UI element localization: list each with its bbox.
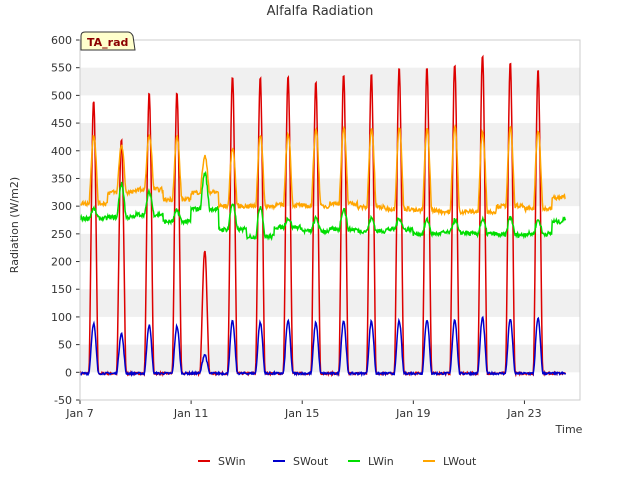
y-tick-label: 500 — [51, 89, 72, 102]
x-tick-label: Jan 7 — [65, 407, 93, 420]
x-tick-label: Jan 15 — [284, 407, 319, 420]
x-axis-label: Time — [555, 423, 583, 436]
tag-box-shape — [80, 31, 136, 51]
legend-label-swin: SWin — [218, 455, 246, 468]
y-tick-label: -50 — [54, 394, 72, 407]
grid-band — [80, 67, 580, 96]
series-lines — [79, 54, 567, 378]
y-tick-label: 350 — [51, 172, 72, 185]
chart-title: Alfalfa Radiation — [267, 4, 374, 19]
series-line-swout — [79, 315, 567, 378]
x-tick-label: Jan 19 — [395, 407, 430, 420]
y-tick-label: 600 — [51, 34, 72, 47]
y-tick-label: 200 — [51, 256, 72, 269]
legend-label-lwout: LWout — [443, 455, 477, 468]
plot-background — [80, 40, 580, 400]
plot-frame — [79, 39, 581, 401]
grid-band — [80, 123, 580, 151]
y-tick-label: 50 — [58, 339, 72, 352]
y-tick-label: 250 — [51, 228, 72, 241]
series-line-lwin — [79, 170, 567, 242]
x-axis-ticks: Jan 7 Jan 11 Jan 15 Jan 19 Jan 23 — [65, 400, 542, 420]
tag-box: TA_rad — [80, 31, 136, 51]
tag-label: TA_rad — [87, 36, 128, 49]
y-tick-label: 300 — [51, 200, 72, 213]
x-tick-label: Jan 23 — [506, 407, 541, 420]
grid-band — [80, 344, 580, 373]
series-line-lwout — [79, 124, 566, 217]
y-axis-ticks: -50 0 50 100 150 200 250 300 350 400 450 500 550 600 — [51, 34, 80, 407]
legend-label-lwin: LWin — [368, 455, 394, 468]
legend-label-swout: SWout — [293, 455, 329, 468]
x-tick-label: Jan 11 — [173, 407, 208, 420]
legend: SWin SWout LWin LWout — [198, 455, 477, 468]
y-tick-label: 400 — [51, 145, 72, 158]
y-tick-label: 550 — [51, 62, 72, 75]
grid-band — [80, 233, 580, 262]
y-tick-label: 450 — [51, 117, 72, 130]
grid-band — [80, 289, 580, 317]
y-axis-label: Radiation (W/m2) — [8, 177, 21, 273]
y-tick-label: 150 — [51, 283, 72, 296]
y-tick-label: 0 — [65, 366, 72, 379]
y-tick-label: 100 — [51, 311, 72, 324]
